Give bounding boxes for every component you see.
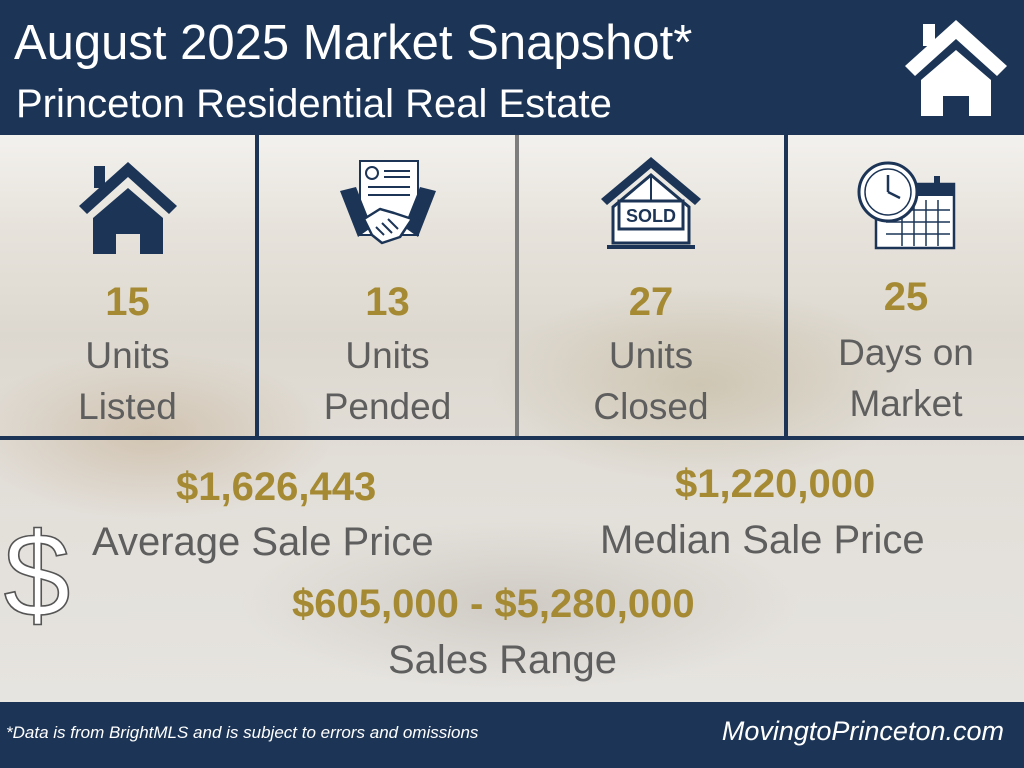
footer-banner: *Data is from BrightMLS and is subject t… xyxy=(0,702,1024,768)
handshake-contract-icon xyxy=(339,160,436,245)
page-subtitle: Princeton Residential Real Estate xyxy=(16,82,612,126)
stat-value: 13 xyxy=(365,280,410,324)
stat-label-line1: Units xyxy=(85,335,170,376)
average-sale-price-label: Average Sale Price xyxy=(92,520,434,564)
clock-calendar-icon xyxy=(857,161,956,250)
sales-range-value: $605,000 - $5,280,000 xyxy=(292,582,695,626)
header-banner: August 2025 Market Snapshot* Princeton R… xyxy=(0,0,1024,135)
data-disclaimer: *Data is from BrightMLS and is subject t… xyxy=(6,723,479,742)
stat-label-line2: Market xyxy=(849,383,963,424)
stat-units-listed: 15 Units Listed xyxy=(0,135,255,437)
house-icon xyxy=(78,162,177,254)
divider-vertical xyxy=(255,135,259,437)
stat-label-line2: Pended xyxy=(323,386,452,427)
house-outline-icon xyxy=(905,20,1007,116)
sales-range-label: Sales Range xyxy=(388,638,618,682)
stat-label-line2: Closed xyxy=(593,386,709,427)
divider-vertical xyxy=(784,135,788,437)
stat-value: 27 xyxy=(628,280,674,324)
website-link[interactable]: MovingtoPrinceton.com xyxy=(721,716,1004,746)
page-title: August 2025 Market Snapshot* xyxy=(14,16,693,70)
sold-sign-text: SOLD xyxy=(626,206,676,226)
divider-horizontal xyxy=(0,436,1024,440)
divider-vertical xyxy=(515,135,519,437)
stat-units-pended: 13 Units Pended xyxy=(259,135,516,437)
median-sale-price-label: Median Sale Price xyxy=(600,518,925,562)
stat-label-line1: Units xyxy=(608,335,694,376)
stat-units-closed: SOLD 27 Units Closed xyxy=(518,135,784,437)
town-background-image xyxy=(0,135,1024,700)
stat-days-on-market: 25 Days on Market xyxy=(788,135,1024,437)
stat-label-line1: Units xyxy=(345,335,430,376)
sold-sign-house-icon: SOLD xyxy=(601,157,701,249)
stat-value: 15 xyxy=(105,280,150,324)
dollar-sign-icon: $ xyxy=(4,512,70,630)
stat-value: 25 xyxy=(883,275,929,319)
average-sale-price-value: $1,626,443 xyxy=(176,465,377,509)
median-sale-price-value: $1,220,000 xyxy=(675,462,876,506)
stat-label-line2: Listed xyxy=(78,386,177,427)
stat-label-line1: Days on xyxy=(838,332,974,373)
svg-text:$: $ xyxy=(4,512,70,630)
